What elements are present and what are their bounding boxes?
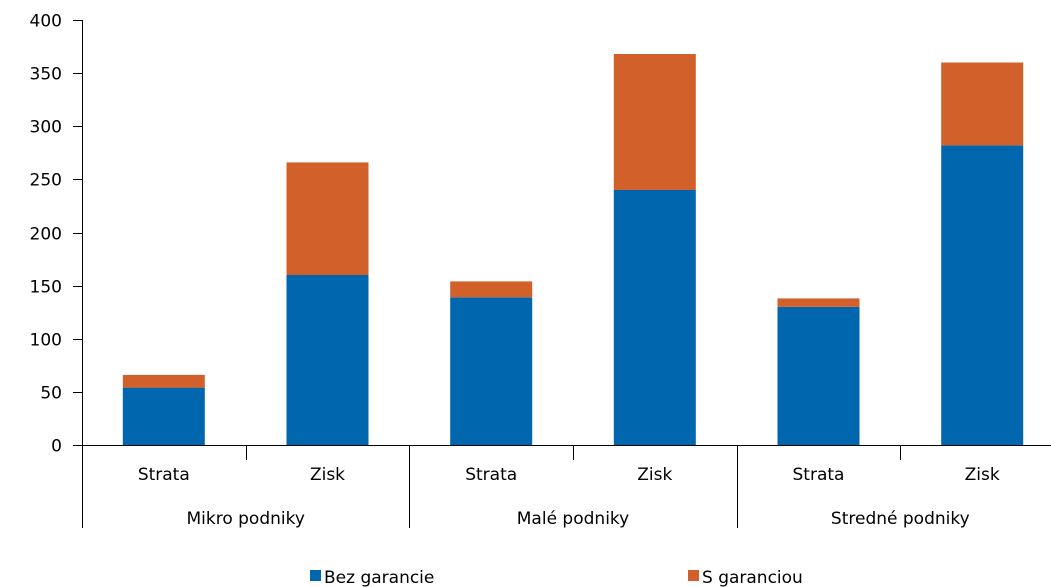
bar-s-garanciou-1 bbox=[286, 162, 369, 275]
legend-label-s-garanciou: S garanciou bbox=[702, 568, 803, 587]
y-tick-label-150: 150 bbox=[30, 278, 62, 298]
category-label-3: Zisk bbox=[637, 465, 672, 485]
group-label-0: Mikro podniky bbox=[186, 509, 304, 529]
bar-bez-garancie-2 bbox=[450, 297, 533, 445]
y-tick-label-250: 250 bbox=[30, 171, 62, 191]
bar-bez-garancie-0 bbox=[122, 387, 205, 445]
bar-s-garanciou-0 bbox=[122, 374, 205, 388]
y-tick-label-400: 400 bbox=[30, 12, 62, 32]
axes-layer: 0 50 100 150 200 250 300 350 400 Strata Zisk Strata… bbox=[30, 12, 1051, 529]
bar-bez-garancie-4 bbox=[777, 306, 860, 445]
group-label-2: Stredné podniky bbox=[831, 509, 970, 529]
category-label-1: Zisk bbox=[310, 465, 345, 485]
bars-layer bbox=[122, 54, 1024, 445]
legend-swatch-bez-garancie bbox=[310, 570, 321, 581]
bar-bez-garancie-5 bbox=[941, 145, 1024, 445]
legend: Bez garancie S garanciou bbox=[310, 568, 803, 587]
legend-swatch-s-garanciou bbox=[688, 570, 699, 581]
category-label-5: Zisk bbox=[965, 465, 1000, 485]
y-tick-label-350: 350 bbox=[30, 65, 62, 85]
y-tick-label-300: 300 bbox=[30, 118, 62, 138]
y-tick-label-100: 100 bbox=[30, 331, 62, 351]
y-tick-label-200: 200 bbox=[30, 225, 62, 245]
category-label-0: Strata bbox=[138, 465, 190, 485]
category-label-2: Strata bbox=[465, 465, 517, 485]
bar-s-garanciou-2 bbox=[450, 281, 533, 298]
bar-s-garanciou-3 bbox=[613, 54, 696, 190]
category-label-4: Strata bbox=[793, 465, 845, 485]
bar-bez-garancie-1 bbox=[286, 275, 369, 445]
y-tick-label-0: 0 bbox=[51, 437, 62, 457]
bar-s-garanciou-4 bbox=[777, 298, 860, 307]
legend-label-bez-garancie: Bez garancie bbox=[324, 568, 434, 587]
bar-s-garanciou-5 bbox=[941, 62, 1024, 146]
group-label-1: Malé podniky bbox=[517, 509, 629, 529]
bar-bez-garancie-3 bbox=[613, 190, 696, 445]
y-tick-label-50: 50 bbox=[40, 384, 62, 404]
